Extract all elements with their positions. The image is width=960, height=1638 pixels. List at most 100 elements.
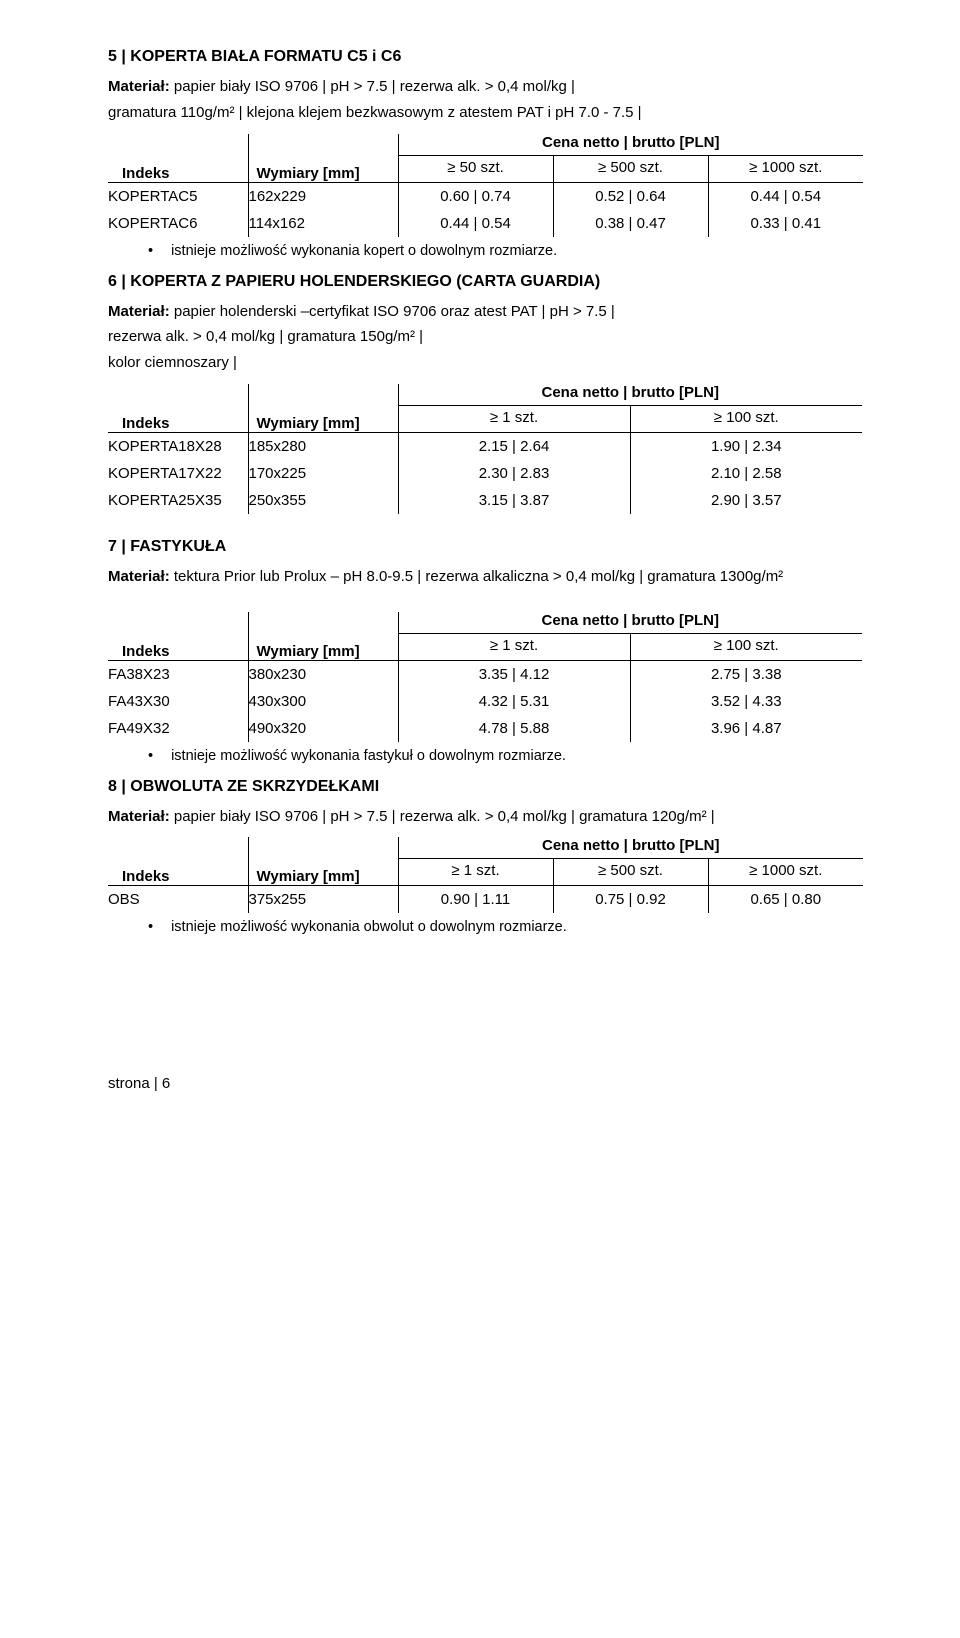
col-sub-header: ≥ 1 szt. <box>398 633 630 660</box>
table-row: FA38X23380x2303.35 | 4.122.75 | 3.38 <box>108 660 862 688</box>
col-sub-header: ≥ 50 szt. <box>398 155 553 182</box>
section6-title: 6 | KOPERTA Z PAPIERU HOLENDERSKIEGO (CA… <box>108 273 888 291</box>
cell-indeks: KOPERTA17X22 <box>108 460 248 487</box>
table-row: KOPERTA18X28185x2802.15 | 2.641.90 | 2.3… <box>108 432 862 460</box>
bullet-text: istnieje możliwość wykonania fastykuł o … <box>171 748 566 764</box>
material-label: Materiał: <box>108 78 170 95</box>
section5-material-line1: Materiał: papier biały ISO 9706 | pH > 7… <box>108 76 888 98</box>
cell-value: 3.35 | 4.12 <box>398 660 630 688</box>
col-sub-header: ≥ 100 szt. <box>630 633 862 660</box>
section8-title: 8 | OBWOLUTA ZE SKRZYDEŁKAMI <box>108 778 888 796</box>
col-header-indeks: Indeks <box>108 612 248 661</box>
col-header-indeks: Indeks <box>108 134 248 183</box>
price-table: IndeksWymiary [mm]Cena netto | brutto [P… <box>108 612 862 742</box>
material-text: papier biały ISO 9706 | pH > 7.5 | rezer… <box>170 78 575 95</box>
col-header-wymiar: Wymiary [mm] <box>248 384 398 433</box>
section6-material-line3: kolor ciemnoszary | <box>108 352 888 374</box>
cell-indeks: KOPERTAC6 <box>108 210 248 237</box>
cell-indeks: KOPERTA25X35 <box>108 487 248 514</box>
cell-wymiar: 430x300 <box>248 688 398 715</box>
page-footer: strona | 6 <box>108 1075 888 1092</box>
section7-bullet: • istnieje możliwość wykonania fastykuł … <box>148 748 888 764</box>
cell-value: 2.15 | 2.64 <box>398 432 630 460</box>
price-table: IndeksWymiary [mm]Cena netto | brutto [P… <box>108 384 862 514</box>
cell-value: 0.52 | 0.64 <box>553 182 708 210</box>
section5-bullet: • istnieje możliwość wykonania kopert o … <box>148 243 888 259</box>
col-header-indeks: Indeks <box>108 384 248 433</box>
bullet-icon: • <box>148 748 153 764</box>
col-sub-header: ≥ 1000 szt. <box>708 859 863 886</box>
section7-table: IndeksWymiary [mm]Cena netto | brutto [P… <box>108 612 888 742</box>
section8-bullet: • istnieje możliwość wykonania obwolut o… <box>148 919 888 935</box>
bullet-icon: • <box>148 919 153 935</box>
material-label: Materiał: <box>108 568 170 585</box>
section7-material-line1: Materiał: tektura Prior lub Prolux – pH … <box>108 566 888 588</box>
col-sub-header: ≥ 100 szt. <box>630 405 862 432</box>
material-text: papier biały ISO 9706 | pH > 7.5 | rezer… <box>170 808 715 825</box>
cell-value: 4.32 | 5.31 <box>398 688 630 715</box>
cell-wymiar: 490x320 <box>248 715 398 742</box>
table-row: FA43X30430x3004.32 | 5.313.52 | 4.33 <box>108 688 862 715</box>
cell-wymiar: 162x229 <box>248 182 398 210</box>
col-sub-header: ≥ 500 szt. <box>553 155 708 182</box>
material-label: Materiał: <box>108 808 170 825</box>
cell-value: 2.10 | 2.58 <box>630 460 862 487</box>
cell-value: 0.33 | 0.41 <box>708 210 863 237</box>
section6-table: IndeksWymiary [mm]Cena netto | brutto [P… <box>108 384 888 514</box>
cell-value: 0.44 | 0.54 <box>708 182 863 210</box>
cell-value: 3.52 | 4.33 <box>630 688 862 715</box>
cell-wymiar: 250x355 <box>248 487 398 514</box>
cell-value: 3.15 | 3.87 <box>398 487 630 514</box>
cell-value: 0.90 | 1.11 <box>398 886 553 914</box>
col-sub-header: ≥ 500 szt. <box>553 859 708 886</box>
cell-wymiar: 170x225 <box>248 460 398 487</box>
cell-value: 0.75 | 0.92 <box>553 886 708 914</box>
cell-indeks: FA49X32 <box>108 715 248 742</box>
material-text: papier holenderski –certyfikat ISO 9706 … <box>170 303 615 320</box>
col-header-cena: Cena netto | brutto [PLN] <box>398 837 863 859</box>
section6-material-line2: rezerwa alk. > 0,4 mol/kg | gramatura 15… <box>108 326 888 348</box>
cell-indeks: KOPERTAC5 <box>108 182 248 210</box>
table-row: KOPERTAC5162x2290.60 | 0.740.52 | 0.640.… <box>108 182 863 210</box>
table-row: OBS375x2550.90 | 1.110.75 | 0.920.65 | 0… <box>108 886 863 914</box>
cell-value: 0.44 | 0.54 <box>398 210 553 237</box>
cell-value: 1.90 | 2.34 <box>630 432 862 460</box>
col-sub-header: ≥ 1000 szt. <box>708 155 863 182</box>
cell-value: 2.90 | 3.57 <box>630 487 862 514</box>
section5-table: IndeksWymiary [mm]Cena netto | brutto [P… <box>108 134 888 237</box>
table-row: KOPERTA17X22170x2252.30 | 2.832.10 | 2.5… <box>108 460 862 487</box>
section5-title: 5 | KOPERTA BIAŁA FORMATU C5 i C6 <box>108 48 888 66</box>
col-header-cena: Cena netto | brutto [PLN] <box>398 384 862 406</box>
bullet-icon: • <box>148 243 153 259</box>
cell-value: 2.75 | 3.38 <box>630 660 862 688</box>
section8-table: IndeksWymiary [mm]Cena netto | brutto [P… <box>108 837 888 913</box>
document-page: 5 | KOPERTA BIAŁA FORMATU C5 i C6 Materi… <box>0 0 960 1128</box>
col-sub-header: ≥ 1 szt. <box>398 405 630 432</box>
col-header-indeks: Indeks <box>108 837 248 886</box>
section5-material-line2: gramatura 110g/m² | klejona klejem bezkw… <box>108 102 888 124</box>
cell-value: 0.38 | 0.47 <box>553 210 708 237</box>
col-header-cena: Cena netto | brutto [PLN] <box>398 612 862 634</box>
price-table: IndeksWymiary [mm]Cena netto | brutto [P… <box>108 134 863 237</box>
cell-value: 4.78 | 5.88 <box>398 715 630 742</box>
section8-material-line1: Materiał: papier biały ISO 9706 | pH > 7… <box>108 806 888 828</box>
table-row: KOPERTAC6114x1620.44 | 0.540.38 | 0.470.… <box>108 210 863 237</box>
material-text: tektura Prior lub Prolux – pH 8.0-9.5 | … <box>170 568 784 585</box>
bullet-text: istnieje możliwość wykonania kopert o do… <box>171 243 557 259</box>
cell-wymiar: 114x162 <box>248 210 398 237</box>
section7-title: 7 | FASTYKUŁA <box>108 538 888 556</box>
cell-wymiar: 185x280 <box>248 432 398 460</box>
col-header-wymiar: Wymiary [mm] <box>248 134 398 183</box>
price-table: IndeksWymiary [mm]Cena netto | brutto [P… <box>108 837 863 913</box>
col-header-wymiar: Wymiary [mm] <box>248 837 398 886</box>
material-label: Materiał: <box>108 303 170 320</box>
cell-indeks: FA38X23 <box>108 660 248 688</box>
cell-indeks: OBS <box>108 886 248 914</box>
cell-wymiar: 375x255 <box>248 886 398 914</box>
cell-value: 0.65 | 0.80 <box>708 886 863 914</box>
col-header-cena: Cena netto | brutto [PLN] <box>398 134 863 156</box>
cell-wymiar: 380x230 <box>248 660 398 688</box>
cell-value: 0.60 | 0.74 <box>398 182 553 210</box>
cell-value: 3.96 | 4.87 <box>630 715 862 742</box>
section6-material-line1: Materiał: papier holenderski –certyfikat… <box>108 301 888 323</box>
